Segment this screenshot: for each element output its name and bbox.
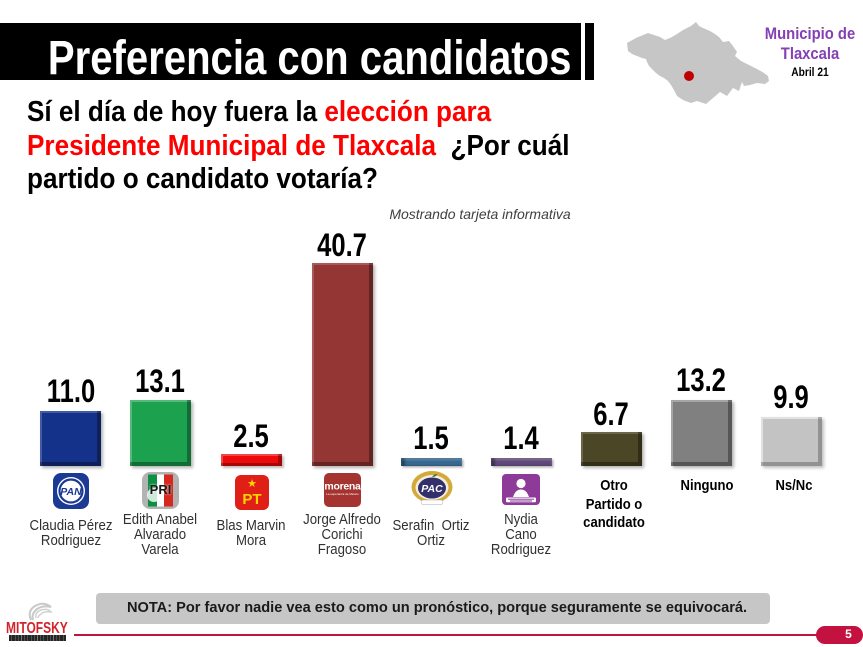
svg-text:PT: PT: [242, 491, 261, 508]
svg-text:morena: morena: [324, 481, 361, 493]
svg-text:PRI: PRI: [150, 482, 172, 497]
svg-text:★: ★: [247, 478, 257, 490]
svg-text:PAN: PAN: [60, 486, 82, 498]
svg-text:PAC: PAC: [421, 483, 443, 495]
svg-text:La esperanza de México: La esperanza de México: [326, 492, 359, 496]
